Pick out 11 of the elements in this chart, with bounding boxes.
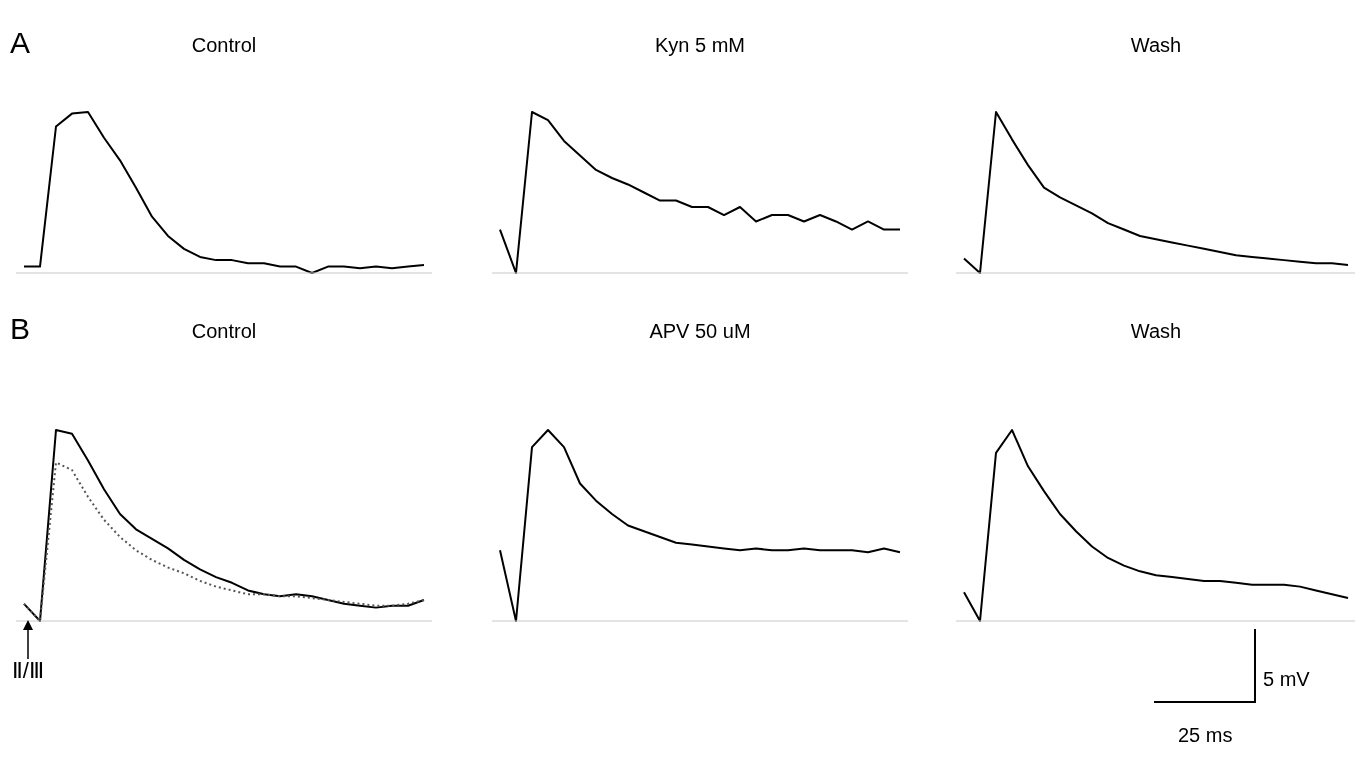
chart-title: Wash bbox=[1129, 34, 1183, 58]
text: B bbox=[10, 312, 31, 346]
text: A bbox=[10, 26, 31, 60]
text: 25 ms bbox=[1178, 724, 1233, 747]
text: 5 mV bbox=[1263, 668, 1310, 691]
chart-title: Control bbox=[191, 320, 257, 342]
chart-title: Control bbox=[191, 34, 257, 56]
chart-title: Kyn 5 mM bbox=[654, 34, 746, 58]
chart-title: Wash bbox=[1129, 320, 1183, 344]
chart-title: APV 50 uM bbox=[648, 320, 752, 344]
text: Ⅱ/Ⅲ bbox=[12, 658, 45, 684]
